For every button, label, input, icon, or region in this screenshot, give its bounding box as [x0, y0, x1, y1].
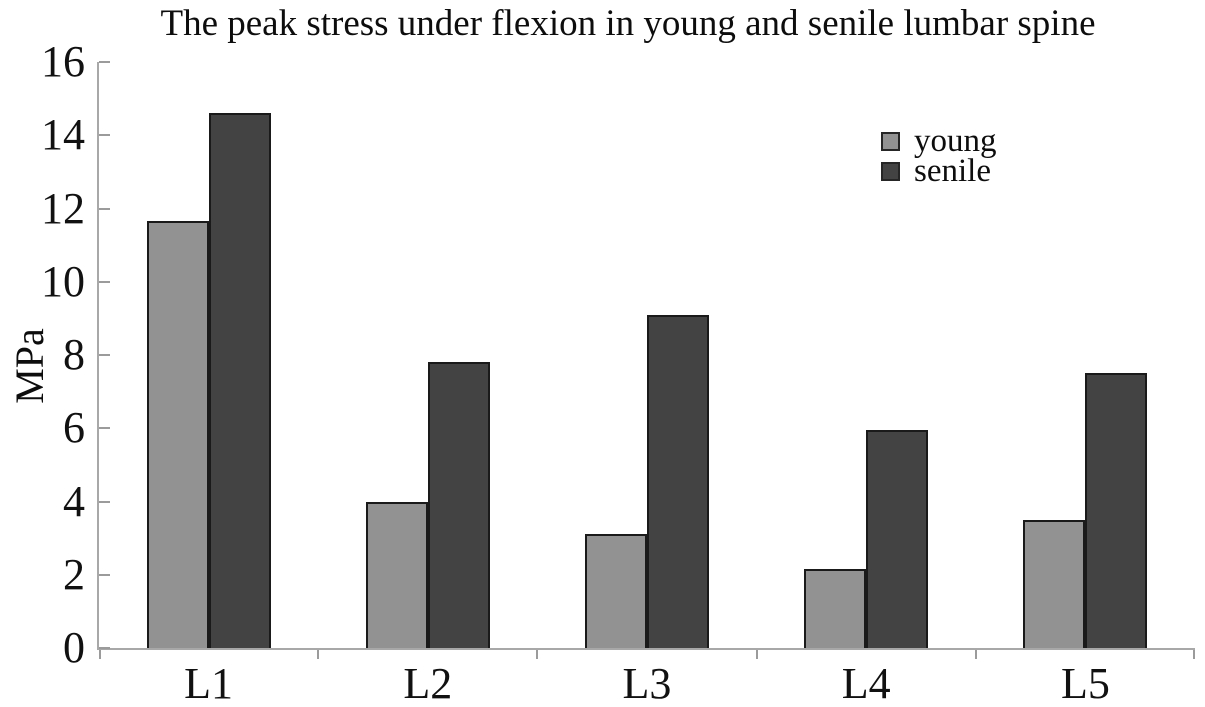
legend-label: senile	[914, 153, 991, 189]
bar-senile-L4	[866, 430, 929, 648]
bar-senile-L1	[208, 113, 271, 648]
y-axis-tick	[99, 427, 110, 430]
y-axis-tick	[99, 280, 110, 283]
chart-title: The peak stress under flexion in young a…	[160, 3, 1096, 44]
x-category-label: L4	[841, 659, 891, 707]
y-axis-tick	[99, 647, 110, 649]
legend-item-senile: senile	[881, 153, 997, 189]
bar-young-L5	[1023, 519, 1086, 648]
y-tick-label: 2	[63, 549, 85, 599]
bar-young-L2	[365, 501, 428, 648]
y-axis-tick	[99, 134, 110, 137]
x-category-label: L5	[1060, 659, 1110, 707]
legend: young senile	[881, 123, 997, 189]
legend-label: young	[914, 123, 997, 159]
bar-senile-L5	[1085, 373, 1148, 648]
y-tick-label: 0	[63, 623, 85, 672]
bar-young-L4	[804, 569, 867, 648]
x-axis-tick	[755, 650, 758, 659]
y-tick-label: 12	[41, 183, 85, 233]
x-axis-tick	[99, 650, 101, 659]
y-axis-tick	[99, 500, 110, 503]
y-tick-label: 10	[41, 256, 85, 306]
legend-item-young: young	[881, 123, 997, 159]
legend-swatch-senile	[881, 161, 900, 181]
bar-senile-L3	[647, 314, 709, 648]
x-category-label: L1	[184, 659, 234, 707]
y-tick-label: 4	[63, 476, 85, 526]
y-axis-tick	[99, 354, 110, 356]
x-axis-tick	[536, 650, 539, 659]
y-tick-label: 6	[63, 403, 85, 453]
x-category-label: L2	[403, 659, 453, 707]
y-axis-tick	[99, 573, 110, 576]
x-axis-tick	[1193, 650, 1195, 659]
bar-senile-L2	[427, 362, 490, 648]
y-tick-label: 16	[41, 37, 85, 86]
y-axis-tick	[99, 61, 110, 63]
x-axis-tick	[974, 650, 977, 659]
y-tick-label: 14	[41, 110, 85, 160]
bar-young-L1	[146, 221, 209, 648]
y-tick-label: 8	[63, 330, 85, 379]
plot-area: 0 2 4 6 8 10 12 14 16 L1 L2 L3 L4 L5	[41, 37, 1195, 707]
x-category-label: L3	[622, 659, 672, 707]
legend-swatch-young	[881, 131, 900, 151]
bar-young-L3	[585, 534, 647, 648]
x-axis-tick	[317, 650, 320, 659]
y-axis-tick	[99, 207, 110, 210]
